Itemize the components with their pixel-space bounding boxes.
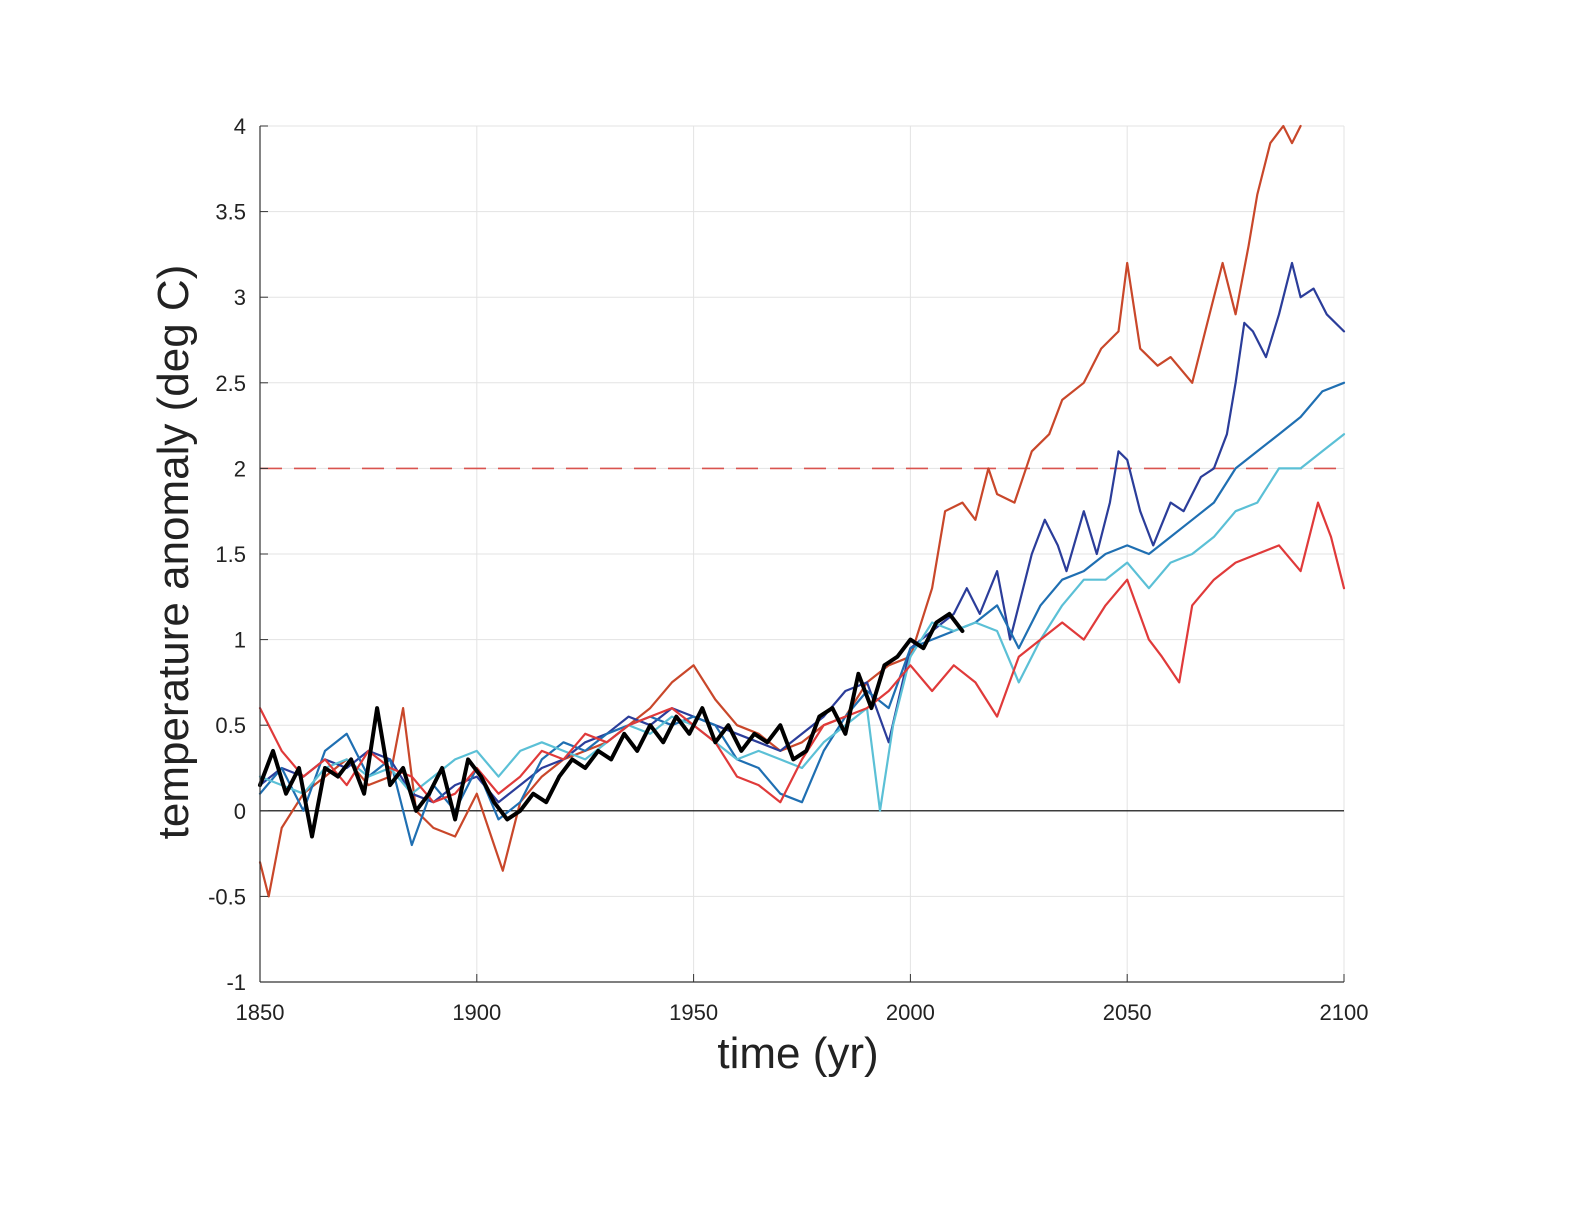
y-tick-label-8: 3 [234, 285, 246, 310]
y-tick-label-9: 3.5 [215, 200, 246, 225]
y-tick-label-5: 1.5 [215, 542, 246, 567]
y-axis-title: temperature anomaly (deg C) [149, 265, 198, 840]
x-tick-label-5: 2100 [1320, 1000, 1369, 1025]
x-tick-label-0: 1850 [236, 1000, 285, 1025]
y-tick-label-6: 2 [234, 456, 246, 481]
series-line-4 [258, 501, 1346, 804]
x-tick-labels: 1850 1900 1950 2000 2050 2100 [236, 1000, 1369, 1025]
y-tick-label-3: 0.5 [215, 713, 246, 738]
series-line-3 [258, 433, 1346, 812]
reference-lines [260, 467, 1344, 812]
series-lines [258, 124, 1346, 898]
y-tick-labels: -1 -0.5 0 0.5 1 1.5 2 2.5 3 3.5 4 [208, 114, 246, 995]
x-tick-label-4: 2050 [1103, 1000, 1152, 1025]
series-line-1 [258, 261, 1346, 804]
x-tick-label-1: 1900 [452, 1000, 501, 1025]
series-line-5 [258, 611, 965, 839]
x-tick-label-2: 1950 [669, 1000, 718, 1025]
axes-box [259, 125, 1345, 983]
y-tick-label-0: -1 [226, 970, 246, 995]
x-tick-label-3: 2000 [886, 1000, 935, 1025]
gridlines [259, 125, 1345, 983]
series-line-2 [258, 381, 1346, 847]
y-tick-label-4: 1 [234, 628, 246, 653]
x-axis-title: time (yr) [717, 1029, 878, 1078]
y-tick-label-1: -0.5 [208, 884, 246, 909]
y-tick-label-7: 2.5 [215, 371, 246, 396]
y-tick-label-10: 4 [234, 114, 246, 139]
y-tick-label-2: 0 [234, 799, 246, 824]
